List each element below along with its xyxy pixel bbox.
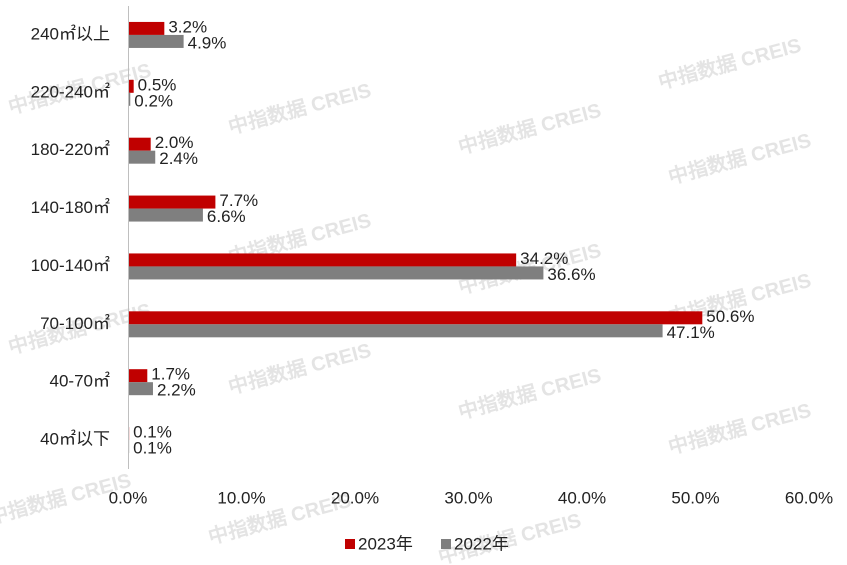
data-label: 2.2%	[157, 381, 196, 400]
bar	[128, 266, 544, 280]
bar	[128, 150, 156, 164]
data-label: 36.6%	[547, 265, 595, 284]
data-label: 0.1%	[133, 439, 172, 458]
watermark: 中指数据 CREIS	[226, 338, 374, 399]
data-label: 6.6%	[207, 207, 246, 226]
data-label: 2.4%	[159, 149, 198, 168]
bar	[128, 195, 216, 209]
legend-label: 2023年	[358, 534, 413, 553]
x-tick-label: 50.0%	[671, 488, 719, 507]
x-tick-label: 0.0%	[109, 488, 148, 507]
x-tick-label: 10.0%	[217, 488, 265, 507]
data-label: 0.2%	[134, 91, 173, 110]
y-tick-label: 180-220㎡	[31, 140, 110, 159]
legend-swatch	[345, 539, 355, 549]
watermark: 中指数据 CREIS	[666, 128, 814, 189]
x-tick-label: 20.0%	[331, 488, 379, 507]
bar	[128, 137, 151, 151]
bar	[128, 311, 703, 325]
data-label: 34.2%	[520, 249, 568, 268]
watermark: 中指数据 CREIS	[226, 78, 374, 139]
bar	[128, 324, 663, 338]
data-label: 3.2%	[168, 17, 207, 36]
data-label: 7.7%	[219, 191, 258, 210]
bar	[128, 382, 153, 396]
data-label: 0.1%	[133, 423, 172, 442]
data-label: 47.1%	[667, 323, 715, 342]
legend-label: 2022年	[454, 534, 509, 553]
y-tick-label: 140-180㎡	[31, 198, 110, 217]
y-tick-label: 100-140㎡	[31, 256, 110, 275]
y-tick-label: 220-240㎡	[31, 82, 110, 101]
data-label: 4.9%	[188, 33, 227, 52]
bar	[128, 34, 184, 48]
x-tick-label: 40.0%	[558, 488, 606, 507]
bar	[128, 92, 131, 106]
watermark: 中指数据 CREIS	[456, 363, 604, 424]
bar	[128, 208, 203, 222]
data-label: 2.0%	[155, 133, 194, 152]
x-tick-label: 60.0%	[785, 488, 833, 507]
y-tick-label: 40㎡以下	[40, 430, 110, 449]
y-tick-label: 40-70㎡	[50, 372, 110, 391]
bar	[128, 79, 134, 93]
bar	[128, 369, 148, 383]
legend-swatch	[441, 539, 451, 549]
data-label: 50.6%	[706, 307, 754, 326]
watermark: 中指数据 CREIS	[456, 98, 604, 159]
data-label: 1.7%	[151, 365, 190, 384]
y-tick-label: 240㎡以上	[31, 24, 110, 43]
bar	[128, 253, 517, 267]
y-tick-label: 70-100㎡	[40, 314, 110, 333]
data-label: 0.5%	[138, 75, 177, 94]
watermark: 中指数据 CREIS	[666, 398, 814, 459]
watermark: 中指数据 CREIS	[656, 33, 804, 94]
x-tick-label: 30.0%	[444, 488, 492, 507]
bar	[128, 21, 165, 35]
